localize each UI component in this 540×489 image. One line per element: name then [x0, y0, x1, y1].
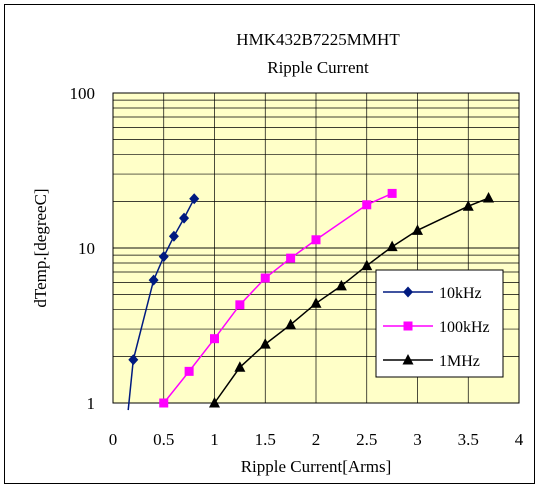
- diamond-marker: [403, 286, 413, 298]
- x-tick-label: 2: [312, 430, 321, 449]
- series-10kHz: [127, 193, 200, 411]
- y-tick-label: 1: [87, 394, 96, 413]
- diamond-marker: [148, 274, 159, 286]
- diamond-marker: [189, 193, 200, 205]
- legend-label: 1MHz: [439, 353, 480, 370]
- triangle-marker: [285, 318, 297, 330]
- triangle-marker: [402, 354, 414, 365]
- x-axis-label: Ripple Current[Arms]: [241, 457, 392, 476]
- series-100kHz: [159, 188, 397, 408]
- square-marker: [184, 366, 194, 376]
- triangle-marker: [335, 279, 347, 291]
- x-tick-label: 2.5: [356, 430, 377, 449]
- x-tick-label: 4: [515, 430, 524, 449]
- square-marker: [210, 334, 219, 344]
- triangle-marker: [310, 297, 322, 308]
- legend-label: 10kHz: [439, 285, 482, 302]
- triangle-marker: [209, 397, 220, 408]
- legend-label: 100kHz: [439, 319, 490, 336]
- x-tick-label: 1.5: [255, 430, 276, 449]
- square-marker: [235, 300, 245, 310]
- x-tick-labels: 0 0.5 1 1.5 2 2.5 3 3.5 4: [109, 430, 524, 449]
- square-marker: [159, 398, 169, 408]
- triangle-marker: [259, 338, 271, 349]
- square-marker: [403, 321, 413, 331]
- triangle-marker: [234, 361, 246, 372]
- y-tick-label: 100: [70, 84, 96, 103]
- chart-title: HMK432B7225MMHT: [236, 30, 400, 49]
- series-layer: [127, 188, 495, 411]
- square-marker: [387, 188, 397, 198]
- diamond-marker: [168, 230, 179, 242]
- y-tick-labels: 1 10 100: [70, 84, 96, 413]
- square-marker: [286, 253, 296, 263]
- diamond-marker: [128, 354, 139, 366]
- triangle-marker: [412, 224, 423, 235]
- series-1MHz: [209, 192, 495, 408]
- square-marker: [311, 235, 321, 245]
- square-marker: [260, 273, 270, 283]
- x-tick-label: 3: [413, 430, 422, 449]
- y-axis-label: dTemp.[degreeC]: [31, 188, 50, 307]
- chart-subtitle: Ripple Current: [267, 58, 369, 77]
- x-tick-label: 0: [109, 430, 118, 449]
- legend: 10kHz 100kHz 1MHz: [375, 269, 504, 378]
- triangle-marker: [386, 240, 398, 252]
- x-tick-label: 1: [210, 430, 219, 449]
- square-marker: [362, 200, 372, 210]
- triangle-marker: [462, 200, 474, 211]
- diamond-marker: [179, 212, 190, 224]
- y-tick-label: 10: [78, 239, 95, 258]
- triangle-marker: [361, 259, 373, 271]
- legend-box: [375, 269, 504, 378]
- triangle-marker: [483, 192, 495, 203]
- x-tick-label: 0.5: [153, 430, 174, 449]
- x-tick-label: 3.5: [458, 430, 479, 449]
- diamond-marker: [158, 251, 169, 263]
